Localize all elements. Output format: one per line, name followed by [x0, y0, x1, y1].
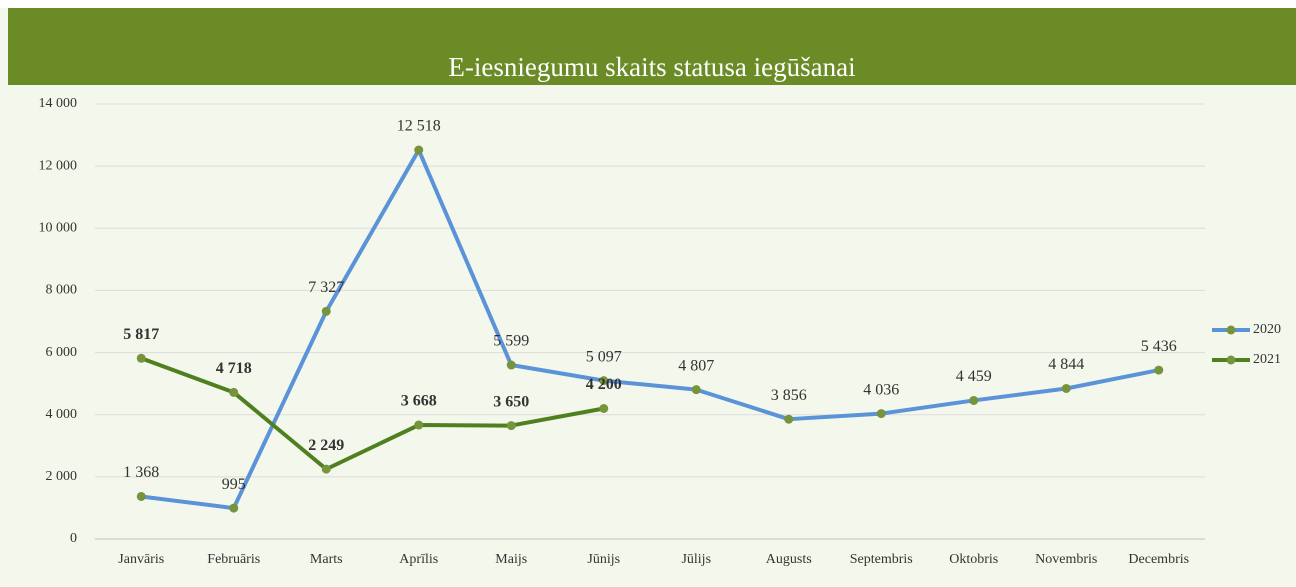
data-point	[321, 464, 331, 474]
y-tick-label: 10 000	[39, 221, 78, 236]
data-point	[229, 387, 239, 397]
data-label: 4 807	[678, 357, 714, 374]
data-point	[136, 491, 146, 501]
data-label: 12 518	[397, 118, 441, 135]
legend-marker	[1226, 325, 1236, 335]
x-tick-label: Jūlijs	[681, 552, 711, 567]
data-point	[969, 395, 979, 405]
data-label: 3 856	[771, 387, 807, 404]
data-point	[136, 353, 146, 363]
y-tick-label: 12 000	[39, 158, 78, 173]
background	[0, 8, 1296, 587]
header-band	[8, 8, 1296, 85]
data-point	[414, 420, 424, 430]
y-tick-label: 2 000	[46, 469, 78, 484]
data-label: 5 599	[493, 333, 529, 350]
x-tick-label: Novembris	[1035, 552, 1097, 567]
legend-label: 2021	[1253, 352, 1281, 367]
data-point	[506, 421, 516, 431]
x-tick-label: Janvāris	[118, 552, 164, 567]
data-label: 4 844	[1048, 356, 1084, 373]
data-label: 995	[222, 476, 246, 493]
data-point	[229, 503, 239, 513]
y-tick-label: 0	[70, 531, 77, 546]
data-point	[599, 376, 609, 386]
series-line	[140, 356, 605, 472]
data-label: 2 249	[308, 437, 344, 454]
data-point	[876, 409, 886, 419]
data-point	[321, 306, 331, 316]
y-tick-label: 4 000	[46, 407, 78, 422]
data-label: 5 436	[1141, 338, 1177, 355]
data-point	[599, 404, 609, 413]
x-tick-label: Decembris	[1128, 552, 1189, 567]
data-label: 5 817	[123, 326, 159, 343]
data-label: 5 097	[586, 348, 622, 365]
data-label: 4 459	[956, 368, 992, 385]
data-point	[1154, 365, 1164, 375]
y-tick-label: 6 000	[46, 345, 78, 360]
x-tick-label: Aprīlis	[399, 552, 438, 567]
data-point	[414, 145, 424, 155]
data-label: 7 327	[308, 279, 344, 296]
x-tick-label: Septembris	[850, 552, 913, 567]
x-tick-label: Jūnijs	[587, 552, 620, 567]
data-point	[691, 385, 701, 395]
data-label: 3 650	[493, 393, 529, 410]
x-tick-label: Februāris	[207, 552, 260, 567]
y-tick-label: 14 000	[39, 96, 78, 111]
chart-title: E-iesniegumu skaits statusa iegūšanai	[448, 52, 855, 82]
data-point	[784, 414, 794, 424]
data-point	[506, 360, 516, 370]
legend-marker	[1226, 355, 1236, 365]
data-label: 4 718	[216, 360, 252, 377]
x-tick-label: Augusts	[766, 552, 812, 567]
y-tick-label: 8 000	[46, 283, 78, 298]
series-line	[141, 148, 1160, 511]
x-tick-label: Marts	[310, 552, 343, 567]
data-label: 1 368	[123, 464, 159, 481]
x-tick-label: Maijs	[495, 552, 527, 567]
data-point	[1061, 383, 1071, 393]
legend-label: 2020	[1253, 322, 1281, 337]
data-label: 4 200	[586, 376, 622, 393]
data-label: 4 036	[863, 381, 899, 398]
data-label: 3 668	[401, 393, 437, 410]
x-tick-label: Oktobris	[949, 552, 998, 567]
